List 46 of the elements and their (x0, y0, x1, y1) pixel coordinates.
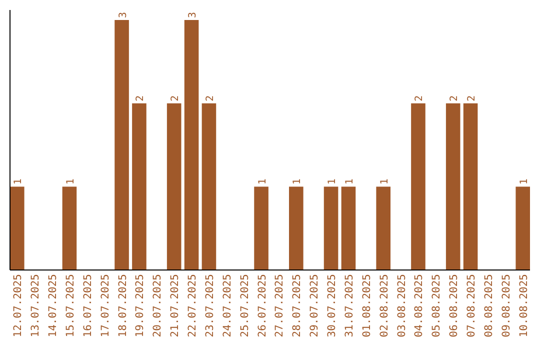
data-label: 3 (118, 12, 129, 18)
x-tick-label: 28.07.2025 (291, 274, 304, 338)
x-tick-label: 18.07.2025 (116, 274, 129, 338)
data-label: 1 (518, 178, 530, 185)
x-tick-label: 25.07.2025 (238, 274, 251, 338)
data-label: 1 (292, 178, 304, 185)
x-tick-label: 12.07.2025 (12, 274, 24, 338)
x-tick-label: 09.08.2025 (500, 274, 512, 338)
x-tick-label: 04.08.2025 (413, 274, 426, 338)
data-label: 1 (13, 178, 24, 185)
x-tick-label: 30.07.2025 (326, 274, 338, 338)
x-tick-label: 26.07.2025 (256, 274, 268, 338)
x-tick-label: 24.07.2025 (221, 274, 234, 338)
data-label: 2 (449, 95, 460, 102)
x-tick-label: 10.08.2025 (518, 274, 530, 338)
x-tick-label: 03.08.2025 (396, 274, 408, 338)
x-tick-label: 21.07.2025 (169, 274, 182, 338)
data-label: 1 (379, 178, 390, 185)
x-tick-label: 15.07.2025 (64, 274, 76, 338)
x-tick-label: 02.08.2025 (378, 274, 390, 338)
data-label: 2 (135, 95, 146, 102)
data-label: 2 (170, 95, 182, 102)
x-tick-label: 14.07.2025 (47, 274, 60, 338)
x-tick-label: 16.07.2025 (82, 274, 94, 338)
x-tick-label: 13.07.2025 (30, 274, 42, 338)
data-label: 2 (466, 95, 478, 102)
data-label: 3 (188, 12, 199, 18)
x-tick-label: 19.07.2025 (134, 274, 146, 338)
x-tick-label: 07.08.2025 (466, 274, 478, 338)
x-tick-label: 01.08.2025 (360, 274, 373, 338)
x-tick-label: 20.07.2025 (152, 274, 164, 338)
data-label: 1 (257, 178, 268, 185)
x-tick-label: 17.07.2025 (99, 274, 112, 338)
x-tick-label: 06.08.2025 (448, 274, 460, 338)
x-tick-label: 22.07.2025 (186, 274, 199, 338)
data-label: 2 (204, 95, 216, 102)
x-tick-label: 05.08.2025 (430, 274, 443, 338)
x-tick-label: 08.08.2025 (482, 274, 495, 338)
data-label: 1 (344, 178, 356, 185)
data-label: 1 (65, 178, 76, 185)
x-tick-label: 29.07.2025 (308, 274, 321, 338)
x-tick-label: 31.07.2025 (343, 274, 356, 338)
data-label: 1 (327, 178, 338, 185)
data-label: 2 (414, 95, 426, 102)
x-tick-label: 27.07.2025 (274, 274, 286, 338)
x-tick-label: 23.07.2025 (204, 274, 216, 338)
